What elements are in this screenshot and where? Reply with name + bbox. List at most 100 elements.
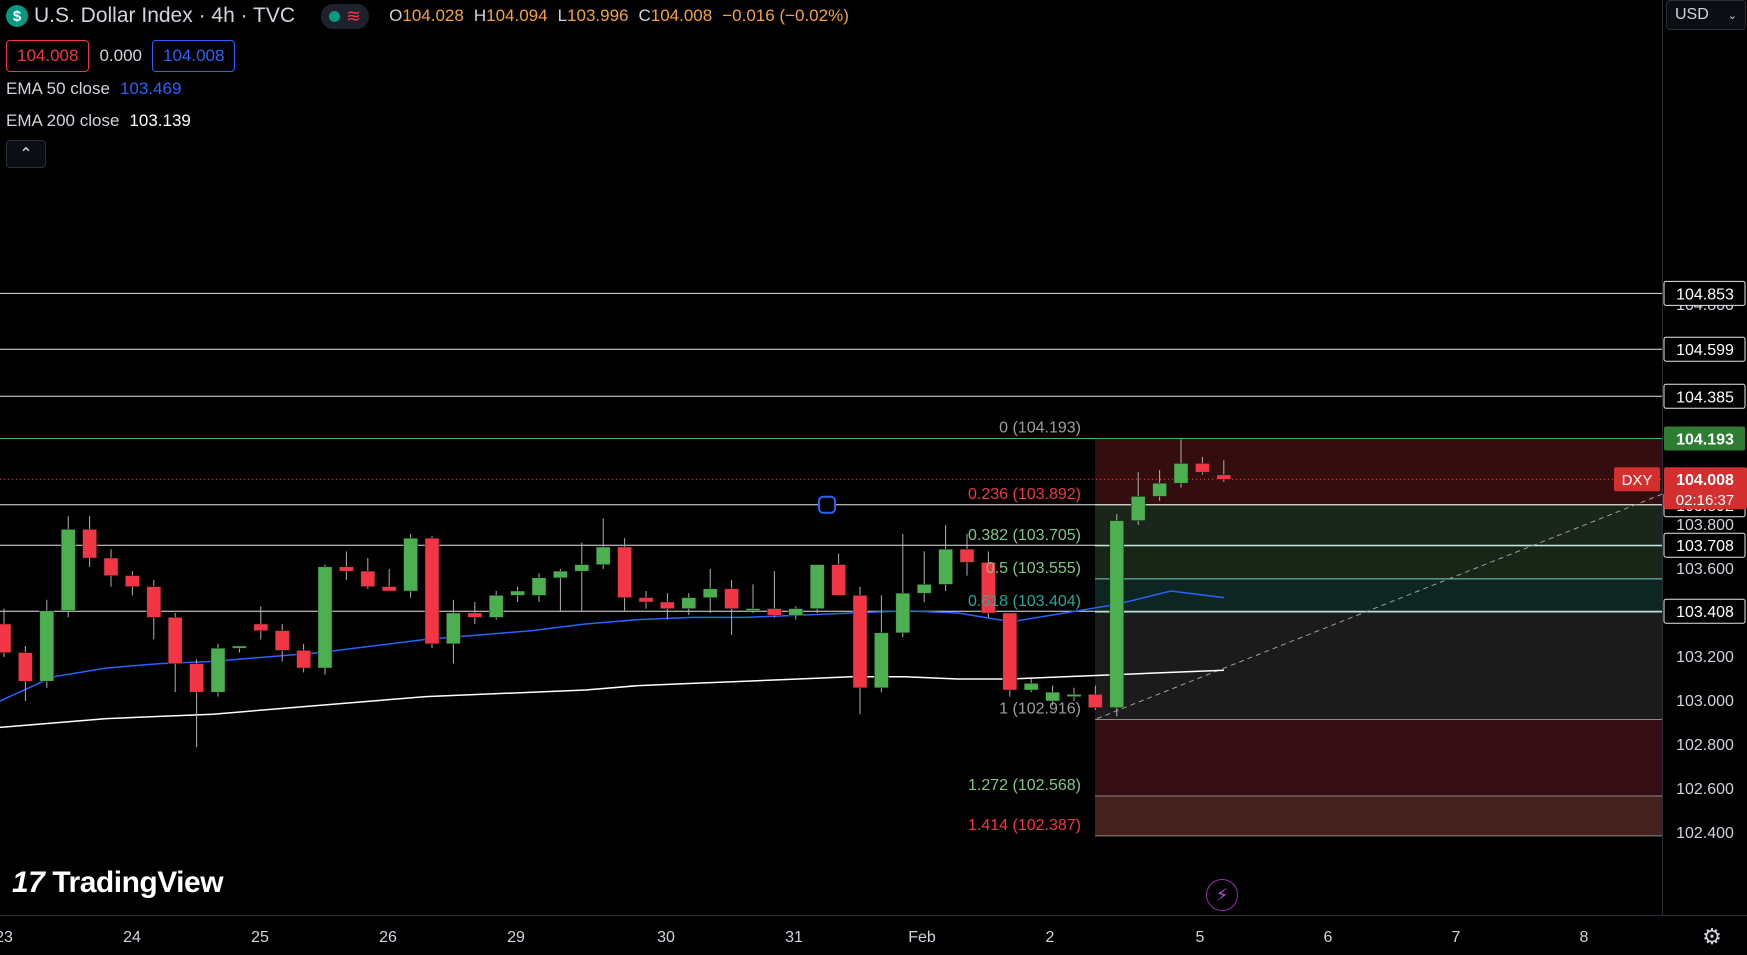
candle-body (831, 564, 846, 596)
candle (1152, 470, 1167, 501)
candle (681, 593, 697, 616)
candle-body (1195, 463, 1210, 473)
level-price-tag (1664, 426, 1745, 451)
collapse-legend-button[interactable]: ⌃ (6, 140, 46, 168)
candle-body (1109, 520, 1125, 708)
level-price-tag (1663, 336, 1746, 362)
time-tick-label: 31 (785, 929, 803, 946)
close-value: 104.008 (650, 6, 713, 25)
fib-zone (1095, 796, 1662, 836)
candle (767, 571, 782, 618)
candle (1066, 687, 1082, 701)
candle-body (531, 577, 547, 596)
fib-label: 0.618 (103.404) (968, 593, 1081, 610)
fib-zone (1095, 438, 1662, 505)
candle (553, 569, 568, 611)
candle-body (253, 623, 269, 631)
candle (938, 525, 953, 591)
candle (1130, 472, 1146, 525)
candle-body (488, 595, 504, 618)
candle (1045, 685, 1060, 706)
candle-body (39, 610, 55, 682)
candle-body (274, 630, 290, 651)
level-price-tag-text: 103.708 (1676, 538, 1734, 555)
candle-body (660, 601, 675, 609)
chevron-down-icon: ⌄ (1727, 9, 1737, 22)
lightning-icon[interactable]: ⚡ (1206, 879, 1238, 911)
candle (702, 569, 718, 613)
fib-zone (1095, 504, 1662, 546)
chevron-up-icon: ⌃ (19, 146, 33, 163)
candle-body (574, 564, 590, 572)
candle (339, 551, 354, 580)
candle-body (339, 566, 354, 572)
candle-body (1045, 691, 1060, 702)
currency-select[interactable]: USD ⌄ (1666, 0, 1746, 30)
candle (1002, 612, 1018, 697)
candle (617, 538, 632, 611)
level-price-tag-text: 104.853 (1676, 286, 1734, 303)
candle (510, 586, 525, 602)
candle-body (403, 537, 418, 592)
price-tick-label: 103.600 (1676, 561, 1734, 578)
candle (39, 599, 55, 688)
status-pill[interactable]: ≋ (321, 3, 370, 29)
ema50-legend[interactable]: EMA 50 close 103.469 (6, 79, 182, 98)
candle (0, 608, 12, 657)
candle (167, 613, 183, 693)
candle-body (82, 529, 97, 559)
candle-body (895, 592, 911, 634)
spread-value: 0.000 (99, 46, 142, 65)
level-price-tag (1663, 383, 1746, 409)
candle (981, 551, 996, 618)
candle (788, 606, 804, 620)
time-tick-label: 6 (1324, 929, 1333, 946)
high-value: 104.094 (486, 6, 548, 25)
time-tick-label: 26 (379, 929, 397, 946)
tradingview-logo[interactable]: 17 TradingView (12, 866, 224, 899)
candle (1023, 679, 1039, 693)
candle-body (959, 548, 975, 563)
candle (959, 533, 975, 576)
ema50-line (0, 590, 1225, 702)
symbol-title[interactable]: U.S. Dollar Index · 4h · TVC (34, 4, 296, 27)
candle (724, 580, 739, 635)
candle (103, 549, 119, 587)
fib-label: 0.236 (103.892) (968, 486, 1081, 503)
sell-button[interactable]: 104.008 (6, 40, 90, 72)
candle (531, 573, 547, 602)
candle-body (809, 564, 825, 609)
candle (253, 606, 269, 640)
candle (274, 624, 290, 662)
buy-button[interactable]: 104.008 (152, 40, 236, 72)
level-price-tag (1663, 280, 1746, 306)
fib-label: 0.5 (103.555) (986, 560, 1081, 577)
level-price-tag (1663, 532, 1746, 558)
ema200-line (0, 669, 1225, 729)
tradingview-logo-icon: 17 (12, 866, 45, 899)
candle (1088, 685, 1103, 710)
candle (232, 645, 247, 653)
ema200-legend[interactable]: EMA 200 close 103.139 (6, 111, 191, 130)
candle (381, 569, 397, 592)
candle-body (167, 617, 183, 664)
candle (60, 516, 76, 618)
fib-label: 0 (104.193) (999, 420, 1081, 437)
candle-body (0, 623, 12, 653)
candle (1195, 456, 1210, 475)
level-price-tag-text: 104.599 (1676, 342, 1734, 359)
candle (831, 553, 846, 596)
candle (403, 533, 418, 598)
drawing-handle (818, 495, 836, 514)
low-value: 103.996 (567, 6, 629, 25)
candle (82, 516, 97, 567)
candle-body (638, 597, 654, 603)
price-tick-label: 103.200 (1676, 649, 1734, 666)
candle-body (874, 632, 889, 689)
countdown-text: 02:16:37 (1676, 492, 1734, 509)
candle-body (146, 586, 162, 618)
fib-zone (1095, 719, 1662, 797)
dollar-icon: $ (6, 5, 28, 27)
settings-icon[interactable]: ⚙ (1702, 924, 1722, 949)
